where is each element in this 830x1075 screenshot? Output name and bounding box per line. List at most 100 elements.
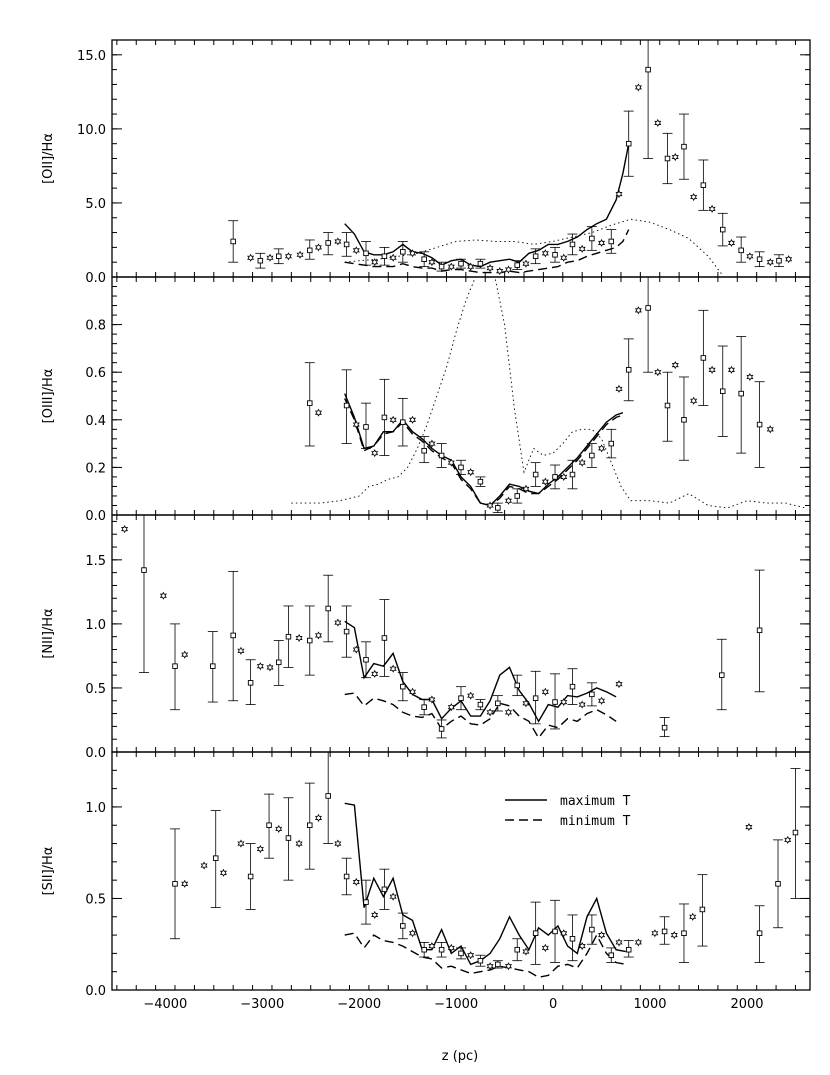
y-tick-label: 0.8 xyxy=(85,319,106,334)
data-point-square xyxy=(664,155,671,162)
data-point-star xyxy=(237,646,245,655)
data-point-square xyxy=(363,424,369,430)
data-point-square xyxy=(776,257,782,264)
legend-label-1: maximum T xyxy=(560,794,631,809)
data-point-star xyxy=(447,703,455,712)
data-point-square xyxy=(495,505,501,511)
data-point-star xyxy=(389,415,397,424)
data-point-star xyxy=(121,525,129,534)
data-point-star xyxy=(447,943,455,952)
y-axis-label: [NII]/Hα xyxy=(41,608,56,658)
data-point-star xyxy=(578,700,586,709)
data-point-star xyxy=(746,252,754,261)
data-point-star xyxy=(598,696,606,705)
data-point-star xyxy=(314,631,323,640)
data-point-square xyxy=(495,961,501,968)
data-point-square xyxy=(681,417,687,423)
data-point-square xyxy=(532,253,539,260)
data-point-star xyxy=(409,929,417,938)
data-point-square xyxy=(720,388,726,394)
data-point-star xyxy=(504,962,513,971)
data-point-square xyxy=(458,695,464,701)
data-point-square xyxy=(247,873,254,880)
data-point-star xyxy=(334,237,342,246)
data-point-star xyxy=(560,472,568,481)
data-point-star xyxy=(256,844,264,854)
data-point-square xyxy=(458,950,464,957)
y-axis-label: [OIII]/Hα xyxy=(41,369,56,424)
data-point-star xyxy=(615,938,623,947)
y-tick-label: 0.0 xyxy=(85,271,106,286)
y-tick-label: 0.2 xyxy=(85,461,106,476)
data-point-star xyxy=(727,238,735,247)
data-point-square xyxy=(285,633,292,640)
data-point-square xyxy=(625,140,632,147)
model-dotted-line xyxy=(344,218,724,276)
x-tick-label: 0 xyxy=(549,997,557,1012)
data-point-square xyxy=(552,474,558,480)
data-point-square xyxy=(738,390,744,397)
data-point-star xyxy=(766,425,774,434)
data-point-square xyxy=(756,421,763,428)
data-point-square xyxy=(141,567,147,573)
data-point-square xyxy=(400,923,406,929)
model-lines xyxy=(344,802,626,978)
data-point-star xyxy=(671,360,679,370)
data-point-star xyxy=(334,839,342,848)
data-point-square xyxy=(532,930,539,936)
data-point-square xyxy=(608,952,615,958)
data-point-square xyxy=(608,440,615,447)
data-point-star xyxy=(541,687,549,696)
data-point-square xyxy=(343,628,350,635)
data-point-star xyxy=(615,189,623,199)
data-point-square xyxy=(421,256,427,262)
data-point-star xyxy=(746,372,754,382)
data-point-star xyxy=(237,839,245,848)
data-point-star xyxy=(496,267,504,276)
data-point-star xyxy=(634,83,642,92)
data-points xyxy=(228,39,793,276)
data-point-square xyxy=(720,226,726,233)
data-point-square xyxy=(552,699,558,705)
data-point-star xyxy=(181,879,189,888)
data-point-star xyxy=(371,669,379,678)
data-point-square xyxy=(458,260,464,267)
data-point-star xyxy=(295,633,303,643)
data-point-star xyxy=(671,152,679,162)
data-point-star xyxy=(504,496,513,505)
data-point-square xyxy=(172,663,178,669)
data-point-square xyxy=(569,241,576,248)
data-point-star xyxy=(352,246,360,255)
maximum-t-line xyxy=(344,620,617,723)
x-axis: −4000 −3000 −2000 −1000 0 1000 2000 xyxy=(143,997,763,1012)
data-point-square xyxy=(477,260,484,267)
data-point-square xyxy=(552,928,558,935)
data-point-square xyxy=(589,235,595,242)
data-point-square xyxy=(438,452,445,459)
data-point-star xyxy=(598,444,606,453)
y-tick-label: 0.0 xyxy=(85,509,106,524)
data-point-star xyxy=(200,861,208,870)
x-tick-label: −3000 xyxy=(240,997,284,1012)
data-point-star xyxy=(371,449,379,458)
data-point-star xyxy=(634,938,642,947)
data-point-star xyxy=(467,691,475,700)
y-tick-label: 5.0 xyxy=(85,197,106,212)
data-point-square xyxy=(756,930,763,936)
data-point-star xyxy=(314,813,323,822)
data-point-star xyxy=(409,687,417,696)
model-dotted-line xyxy=(291,277,806,509)
data-point-square xyxy=(343,241,350,248)
data-point-star xyxy=(314,408,323,417)
x-tick-label: −4000 xyxy=(143,997,187,1012)
data-point-square xyxy=(569,471,576,478)
data-point-star xyxy=(745,822,753,832)
data-point-star xyxy=(266,663,274,672)
data-point-star xyxy=(275,824,283,833)
minimum-t-line xyxy=(344,398,624,507)
data-point-square xyxy=(569,683,576,690)
data-point-square xyxy=(681,143,687,150)
data-point-square xyxy=(275,659,282,666)
data-point-star xyxy=(615,384,623,393)
data-point-star xyxy=(389,664,397,673)
